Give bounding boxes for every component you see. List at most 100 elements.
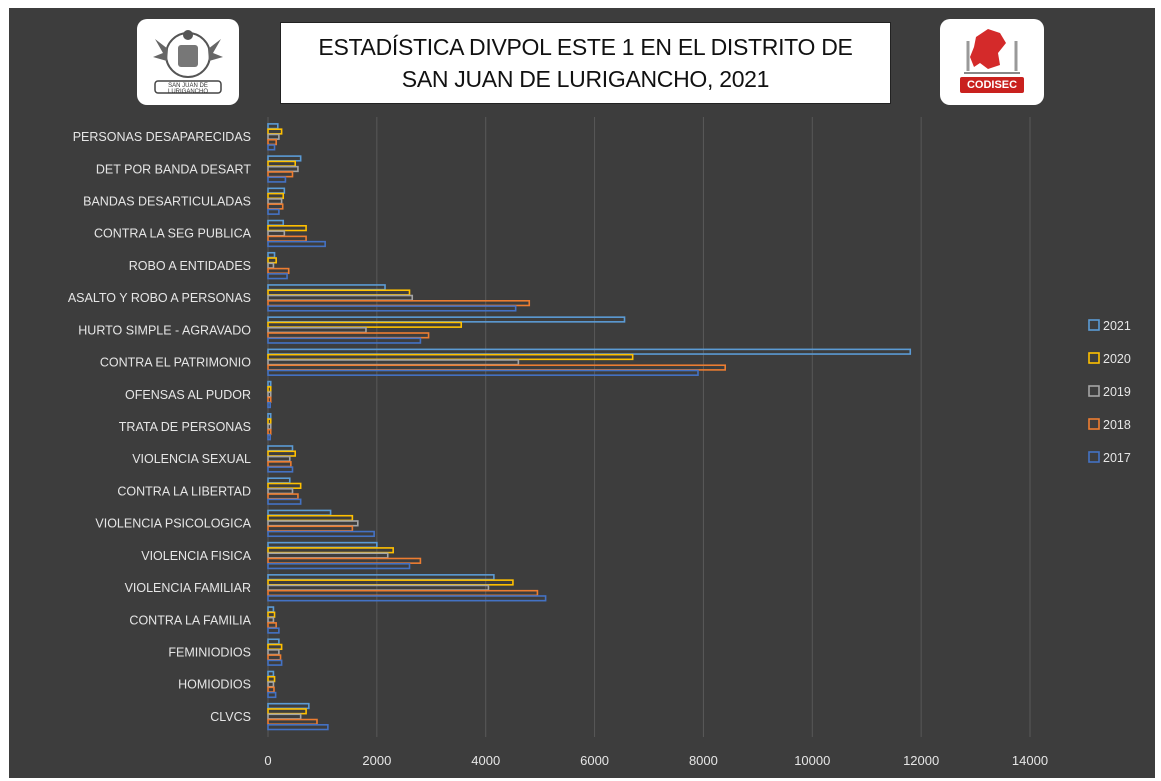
bar-2018 — [267, 622, 277, 629]
category-label: VIOLENCIA PSICOLOGICA — [95, 517, 251, 531]
bar-2019 — [267, 616, 275, 624]
bar-2020 — [267, 289, 411, 296]
bar-2019 — [267, 584, 490, 591]
bar-2019 — [267, 681, 275, 688]
bar-2021 — [267, 509, 332, 516]
legend-label-2017: 2017 — [1103, 451, 1131, 465]
bar-2017 — [267, 434, 271, 441]
x-tick-label: 8000 — [689, 753, 718, 768]
bar-2017 — [267, 273, 288, 280]
bar-2021 — [267, 541, 378, 549]
bar-2020 — [267, 611, 276, 618]
bar-2020 — [267, 418, 272, 425]
bar-2020 — [267, 482, 302, 489]
bar-2018 — [267, 171, 294, 178]
municipality-label: SAN JUAN DE LURIGANCHO — [167, 83, 208, 95]
bar-2019 — [267, 230, 286, 237]
x-tick-label: 10000 — [794, 753, 830, 768]
bar-2019 — [267, 294, 414, 301]
bar-2020 — [267, 514, 354, 522]
x-tick-label: 0 — [264, 753, 271, 768]
bar-2020 — [267, 257, 277, 264]
x-tick-label: 12000 — [903, 753, 939, 768]
bar-2021 — [267, 187, 286, 194]
bar-2020 — [267, 643, 283, 651]
bar-2017 — [267, 337, 422, 344]
bar-2018 — [267, 686, 275, 693]
bar-2019 — [267, 359, 520, 366]
category-label: ROBO A ENTIDADES — [129, 259, 251, 273]
codisec-label: CODISEC — [960, 77, 1024, 93]
bar-2017 — [267, 562, 411, 570]
bar-2021 — [267, 670, 275, 677]
category-label: CONTRA LA LIBERTAD — [117, 484, 251, 498]
bar-2020 — [267, 321, 463, 328]
bar-2017 — [267, 208, 280, 215]
codisec-logo: CODISEC — [940, 19, 1044, 105]
bar-2020 — [267, 192, 285, 200]
category-label: VIOLENCIA FISICA — [141, 549, 251, 563]
bar-2017 — [267, 144, 276, 151]
bar-2021 — [267, 606, 275, 613]
bar-2017 — [267, 305, 517, 312]
bar-2021 — [267, 574, 495, 581]
x-tick-label: 6000 — [580, 753, 609, 768]
bar-2018 — [267, 203, 284, 210]
bar-2019 — [267, 713, 302, 720]
bar-2019 — [267, 133, 280, 140]
bar-2019 — [267, 455, 291, 463]
bar-2017 — [267, 176, 287, 183]
bar-2019 — [267, 262, 275, 269]
bar-2017 — [267, 401, 271, 409]
x-tick-label: 2000 — [362, 753, 391, 768]
legend-swatch-2020 — [1088, 352, 1100, 364]
bar-2017 — [267, 627, 280, 634]
category-label: DET POR BANDA DESART — [96, 162, 251, 176]
codisec-icon — [964, 29, 1020, 74]
bar-2021 — [267, 123, 279, 130]
bar-2021 — [267, 316, 626, 323]
bar-2018 — [267, 299, 531, 307]
bar-2020 — [267, 386, 272, 393]
bar-2018 — [267, 461, 292, 468]
bar-2021 — [267, 638, 280, 645]
bar-2018 — [267, 332, 430, 339]
category-label: FEMINIODIOS — [168, 645, 251, 659]
bar-2017 — [267, 466, 294, 473]
bar-2019 — [267, 391, 272, 398]
bar-2019 — [267, 552, 389, 559]
category-label: HOMIODIOS — [178, 678, 251, 692]
bar-2020 — [267, 675, 276, 683]
bar-2021 — [267, 477, 291, 484]
bar-2021 — [267, 284, 386, 291]
bar-2021 — [267, 219, 285, 227]
legend-label-2020: 2020 — [1103, 352, 1131, 366]
bar-2020 — [267, 128, 283, 135]
bar-2020 — [267, 450, 297, 457]
bar-2017 — [267, 530, 375, 538]
bar-2019 — [267, 487, 294, 495]
coat-of-arms-icon — [153, 30, 223, 94]
bar-2020 — [267, 708, 307, 715]
legend-swatch-2019 — [1088, 385, 1100, 397]
category-label: VIOLENCIA SEXUAL — [132, 452, 251, 466]
legend-label-2019: 2019 — [1103, 385, 1131, 399]
category-label: VIOLENCIA FAMILIAR — [125, 581, 251, 595]
category-label: TRATA DE PERSONAS — [119, 420, 251, 434]
bar-2018 — [267, 557, 422, 564]
bar-2018 — [267, 654, 282, 661]
bar-2020 — [267, 353, 634, 361]
category-label: CONTRA EL PATRIMONIO — [100, 356, 251, 370]
bar-2017 — [267, 595, 547, 602]
bar-2017 — [267, 498, 302, 505]
x-tick-label: 4000 — [471, 753, 500, 768]
bar-2019 — [267, 326, 367, 334]
category-label: BANDAS DESARTICULADAS — [83, 195, 251, 209]
bar-2021 — [267, 412, 272, 420]
bar-2018 — [267, 235, 307, 242]
legend-swatch-2018 — [1088, 418, 1100, 430]
title-box: ESTADÍSTICA DIVPOL ESTE 1 EN EL DISTRITO… — [280, 22, 891, 104]
bar-2020 — [267, 225, 307, 232]
legend-swatch-2017 — [1088, 451, 1100, 463]
bar-2021 — [267, 445, 294, 452]
